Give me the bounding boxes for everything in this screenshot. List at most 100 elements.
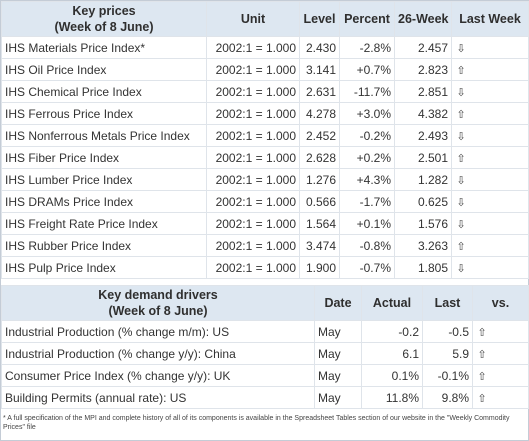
unit-value: 2002:1 = 1.000 [206, 168, 300, 191]
unit-value: 2002:1 = 1.000 [206, 102, 300, 125]
key-demand-drivers-table: Key demand drivers (Week of 8 June) Date… [1, 285, 529, 409]
percent-value: +0.7% [339, 58, 395, 81]
index-name: IHS Freight Rate Price Index [1, 212, 207, 235]
down-arrow-icon: ⇩ [456, 196, 466, 209]
down-arrow-icon-cell: ⇩ [451, 190, 529, 213]
up-arrow-icon: ⇧ [477, 392, 487, 405]
week26-value: 4.382 [394, 102, 452, 125]
up-arrow-icon: ⇧ [456, 240, 466, 253]
date-value: May [314, 364, 362, 387]
header-level: Level [299, 1, 340, 37]
percent-value: -0.8% [339, 234, 395, 257]
last-value: 9.8% [422, 386, 473, 409]
index-name: IHS Pulp Price Index [1, 256, 207, 279]
last-value: -0.5 [422, 320, 473, 343]
up-arrow-icon: ⇧ [477, 370, 487, 383]
level-value: 3.141 [299, 58, 340, 81]
week26-value: 3.263 [394, 234, 452, 257]
header-percent: Percent [339, 1, 395, 37]
unit-value: 2002:1 = 1.000 [206, 36, 300, 59]
up-arrow-icon: ⇧ [477, 348, 487, 361]
last-value: -0.1% [422, 364, 473, 387]
index-name: IHS Rubber Price Index [1, 234, 207, 257]
key-prices-title-line1: Key prices [72, 4, 136, 18]
unit-value: 2002:1 = 1.000 [206, 124, 300, 147]
last-value: 5.9 [422, 342, 473, 365]
header-last: Last [422, 285, 473, 321]
up-arrow-icon-cell: ⇧ [451, 102, 529, 125]
key-prices-header-row: Key prices (Week of 8 June) Unit Level P… [1, 1, 529, 37]
down-arrow-icon-cell: ⇩ [451, 80, 529, 103]
key-prices-title: Key prices (Week of 8 June) [1, 1, 207, 37]
down-arrow-icon: ⇩ [456, 218, 466, 231]
week26-value: 2.493 [394, 124, 452, 147]
up-arrow-icon-cell: ⇧ [472, 342, 529, 365]
index-name: IHS Oil Price Index [1, 58, 207, 81]
down-arrow-icon: ⇩ [456, 130, 466, 143]
up-arrow-icon-cell: ⇧ [472, 386, 529, 409]
driver-name: Consumer Price Index (% change y/y): UK [1, 364, 315, 387]
header-vs: vs. [472, 285, 529, 321]
level-value: 0.566 [299, 190, 340, 213]
table-row: IHS Ferrous Price Index 2002:1 = 1.000 4.2… [1, 102, 529, 125]
level-value: 2.631 [299, 80, 340, 103]
date-value: May [314, 320, 362, 343]
table-row: IHS Oil Price Index 2002:1 = 1.000 3.141 +0… [1, 58, 529, 81]
week26-value: 2.851 [394, 80, 452, 103]
up-arrow-icon-cell: ⇧ [451, 58, 529, 81]
up-arrow-icon-cell: ⇧ [472, 364, 529, 387]
up-arrow-icon: ⇧ [456, 152, 466, 165]
index-name: IHS Lumber Price Index [1, 168, 207, 191]
header-actual: Actual [361, 285, 423, 321]
level-value: 2.628 [299, 146, 340, 169]
level-value: 1.276 [299, 168, 340, 191]
up-arrow-icon: ⇧ [456, 108, 466, 121]
level-value: 3.474 [299, 234, 340, 257]
header-last-week: Last Week [451, 1, 529, 37]
up-arrow-icon: ⇧ [456, 64, 466, 77]
down-arrow-icon: ⇩ [456, 262, 466, 275]
week26-value: 1.805 [394, 256, 452, 279]
down-arrow-icon: ⇩ [456, 42, 466, 55]
actual-value: -0.2 [361, 320, 423, 343]
footnote: * A full specification of the MPI and co… [3, 415, 510, 431]
unit-value: 2002:1 = 1.000 [206, 212, 300, 235]
unit-value: 2002:1 = 1.000 [206, 190, 300, 213]
key-prices-title-line2: (Week of 8 June) [54, 20, 154, 34]
drivers-title: Key demand drivers (Week of 8 June) [1, 285, 315, 321]
unit-value: 2002:1 = 1.000 [206, 256, 300, 279]
level-value: 2.430 [299, 36, 340, 59]
percent-value: -0.2% [339, 124, 395, 147]
up-arrow-icon-cell: ⇧ [451, 234, 529, 257]
actual-value: 0.1% [361, 364, 423, 387]
table-row: IHS Nonferrous Metals Price Index 2002:1 … [1, 124, 529, 147]
percent-value: -11.7% [339, 80, 395, 103]
week26-value: 2.457 [394, 36, 452, 59]
table-row: IHS Materials Price Index* 2002:1 = 1.000… [1, 36, 529, 59]
percent-value: -0.7% [339, 256, 395, 279]
actual-value: 6.1 [361, 342, 423, 365]
level-value: 1.564 [299, 212, 340, 235]
drivers-title-line1: Key demand drivers [98, 288, 218, 302]
table-row: IHS DRAMs Price Index 2002:1 = 1.000 0.566… [1, 190, 529, 213]
down-arrow-icon: ⇩ [456, 174, 466, 187]
down-arrow-icon-cell: ⇩ [451, 256, 529, 279]
header-unit: Unit [206, 1, 300, 37]
table-row: IHS Lumber Price Index 2002:1 = 1.000 1.27… [1, 168, 529, 191]
week26-value: 1.282 [394, 168, 452, 191]
up-arrow-icon-cell: ⇧ [451, 146, 529, 169]
table-row: IHS Pulp Price Index 2002:1 = 1.000 1.900-… [1, 256, 529, 279]
table-row: IHS Rubber Price Index 2002:1 = 1.000 3.47… [1, 234, 529, 257]
index-name: IHS Nonferrous Metals Price Index [1, 124, 207, 147]
table-row: IHS Chemical Price Index 2002:1 = 1.000 2.… [1, 80, 529, 103]
down-arrow-icon-cell: ⇩ [451, 168, 529, 191]
actual-value: 11.8% [361, 386, 423, 409]
driver-name: Building Permits (annual rate): US [1, 386, 315, 409]
table-row: Industrial Production (% change y/y): Ch… [1, 342, 529, 365]
unit-value: 2002:1 = 1.000 [206, 234, 300, 257]
driver-name: Industrial Production (% change m/m): US [1, 320, 315, 343]
unit-value: 2002:1 = 1.000 [206, 58, 300, 81]
table-row: Building Permits (annual rate): US May 11.… [1, 386, 529, 409]
index-name: IHS Chemical Price Index [1, 80, 207, 103]
level-value: 4.278 [299, 102, 340, 125]
